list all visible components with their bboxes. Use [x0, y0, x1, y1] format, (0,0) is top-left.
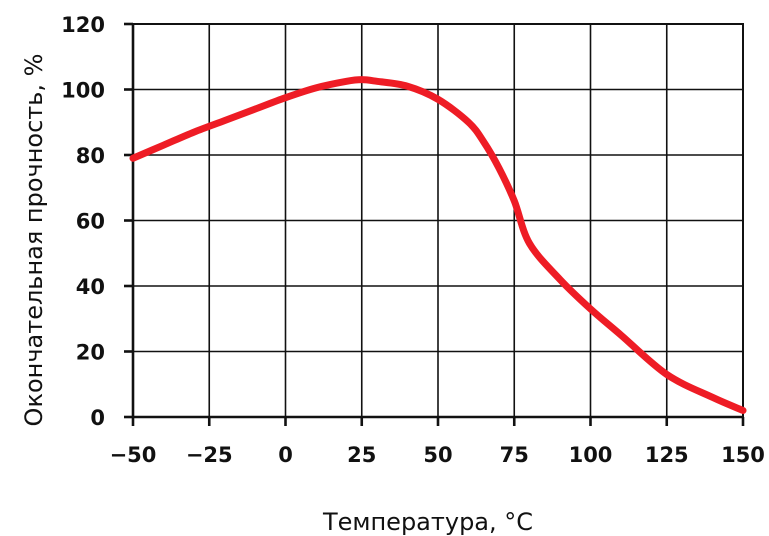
- grid-layer: [132, 23, 744, 418]
- axis-layer: [124, 22, 745, 426]
- series-line-0: [129, 76, 747, 414]
- y-tick-label-5: 100: [61, 79, 105, 103]
- x-tick-label-6: 100: [569, 443, 613, 467]
- y-tick-label-3: 60: [76, 210, 105, 234]
- y-tick-label-6: 120: [61, 13, 105, 37]
- y-axis-title: Окончательная прочность, %: [20, 54, 48, 427]
- x-axis-title: Температура, °С: [322, 508, 533, 536]
- x-tick-label-5: 75: [500, 443, 529, 467]
- x-tick-label-1: −25: [186, 443, 233, 467]
- x-tick-label-8: 150: [721, 443, 765, 467]
- y-tick-label-2: 40: [76, 275, 105, 299]
- series-layer: [129, 76, 747, 414]
- y-tick-label-4: 80: [76, 144, 105, 168]
- y-tick-label-1: 20: [76, 341, 105, 365]
- x-tick-label-3: 25: [347, 443, 376, 467]
- x-tick-label-4: 50: [423, 443, 452, 467]
- x-tick-label-0: −50: [110, 443, 157, 467]
- y-tick-label-0: 0: [90, 406, 105, 430]
- x-tick-label-7: 125: [645, 443, 689, 467]
- tick-label-layer: −50 −25 0 25 50 75 100 125 150 0 20 40 60 80 100 120: [61, 13, 765, 467]
- x-tick-label-2: 0: [278, 443, 293, 467]
